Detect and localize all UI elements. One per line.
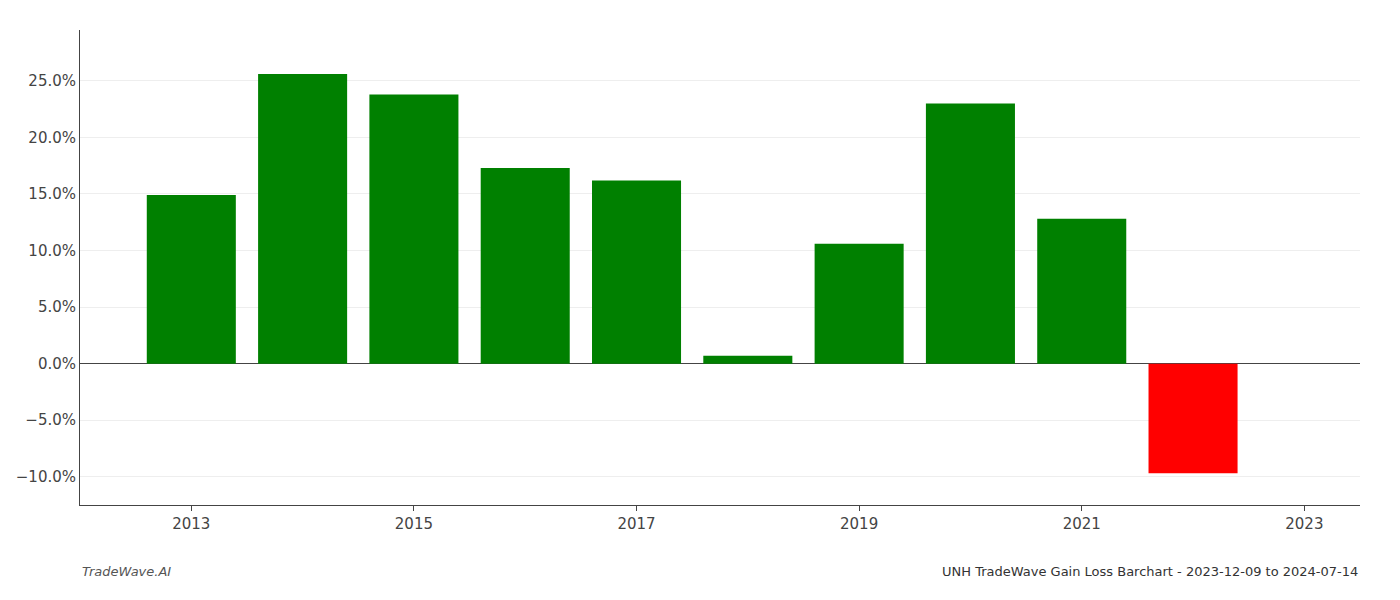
svg-text:20.0%: 20.0%	[28, 129, 76, 147]
svg-text:2021: 2021	[1063, 515, 1101, 533]
svg-text:2013: 2013	[172, 515, 210, 533]
svg-text:5.0%: 5.0%	[38, 298, 76, 316]
svg-text:2015: 2015	[395, 515, 433, 533]
svg-text:15.0%: 15.0%	[28, 185, 76, 203]
svg-text:−10.0%: −10.0%	[16, 468, 76, 486]
svg-text:2017: 2017	[617, 515, 655, 533]
svg-text:25.0%: 25.0%	[28, 72, 76, 90]
svg-text:UNH TradeWave Gain Loss Barcha: UNH TradeWave Gain Loss Barchart - 2023-…	[942, 564, 1358, 579]
svg-text:−5.0%: −5.0%	[25, 411, 76, 429]
svg-text:2023: 2023	[1285, 515, 1323, 533]
svg-text:2019: 2019	[840, 515, 878, 533]
svg-text:10.0%: 10.0%	[28, 242, 76, 260]
svg-text:TradeWave.AI: TradeWave.AI	[82, 564, 171, 579]
svg-text:0.0%: 0.0%	[38, 355, 76, 373]
